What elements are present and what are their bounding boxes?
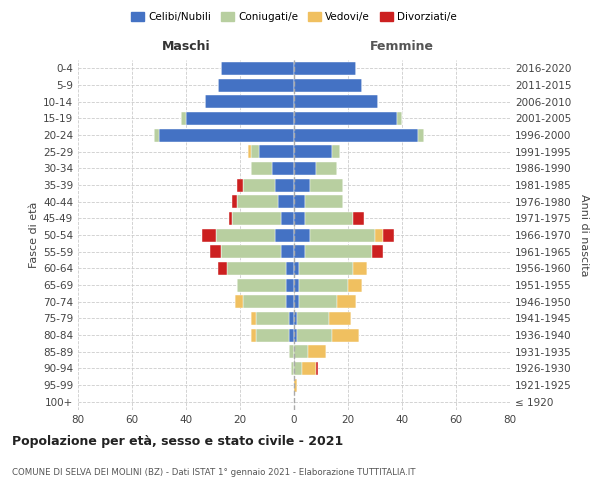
Bar [329,312,351,325]
Bar [296,328,332,342]
Bar [294,212,305,225]
Bar [294,328,296,342]
Bar [294,62,356,75]
Bar [248,145,251,158]
Bar [299,295,337,308]
Bar [294,362,302,375]
Bar [251,328,256,342]
Bar [238,195,278,208]
Bar [278,195,294,208]
Bar [272,162,294,175]
Text: Femmine: Femmine [370,40,434,52]
Bar [238,178,242,192]
Bar [383,228,394,241]
Bar [289,312,294,325]
Bar [372,245,383,258]
Bar [305,245,372,258]
Bar [294,78,361,92]
Bar [294,378,296,392]
Bar [251,162,272,175]
Bar [210,245,221,258]
Bar [159,128,294,141]
Bar [216,228,275,241]
Bar [375,228,383,241]
Bar [229,212,232,225]
Bar [302,362,316,375]
Bar [221,62,294,75]
Bar [237,278,286,291]
Bar [308,345,326,358]
Bar [281,245,294,258]
Bar [232,195,238,208]
Bar [294,278,299,291]
Bar [154,128,159,141]
Bar [316,362,319,375]
Bar [294,245,305,258]
Bar [294,178,310,192]
Bar [294,162,316,175]
Bar [186,112,294,125]
Text: Popolazione per età, sesso e stato civile - 2021: Popolazione per età, sesso e stato civil… [12,435,343,448]
Bar [299,262,353,275]
Bar [218,262,227,275]
Text: COMUNE DI SELVA DEI MOLINI (BZ) - Dati ISTAT 1° gennaio 2021 - Elaborazione TUTT: COMUNE DI SELVA DEI MOLINI (BZ) - Dati I… [12,468,415,477]
Bar [251,312,256,325]
Bar [292,362,294,375]
Bar [294,228,310,241]
Bar [397,112,402,125]
Bar [289,328,294,342]
Bar [353,212,364,225]
Bar [337,295,356,308]
Bar [294,345,308,358]
Bar [286,278,294,291]
Bar [221,245,281,258]
Bar [310,178,343,192]
Bar [294,95,378,108]
Legend: Celibi/Nubili, Coniugati/e, Vedovi/e, Divorziati/e: Celibi/Nubili, Coniugati/e, Vedovi/e, Di… [127,8,461,26]
Text: Maschi: Maschi [161,40,211,52]
Bar [296,312,329,325]
Bar [316,162,337,175]
Bar [310,228,375,241]
Bar [275,178,294,192]
Bar [332,145,340,158]
Bar [305,212,353,225]
Bar [235,295,242,308]
Bar [294,128,418,141]
Bar [202,228,216,241]
Bar [227,262,286,275]
Bar [294,295,299,308]
Bar [294,312,296,325]
Bar [205,95,294,108]
Bar [243,178,275,192]
Bar [259,145,294,158]
Bar [294,195,305,208]
Bar [294,262,299,275]
Bar [332,328,359,342]
Y-axis label: Anni di nascita: Anni di nascita [578,194,589,276]
Bar [286,262,294,275]
Bar [305,195,343,208]
Bar [348,278,361,291]
Bar [218,78,294,92]
Bar [256,328,289,342]
Bar [281,212,294,225]
Bar [251,145,259,158]
Bar [286,295,294,308]
Bar [256,312,289,325]
Bar [181,112,186,125]
Bar [232,212,281,225]
Bar [289,345,294,358]
Bar [242,295,286,308]
Bar [294,112,397,125]
Bar [275,228,294,241]
Bar [299,278,348,291]
Y-axis label: Fasce di età: Fasce di età [29,202,39,268]
Bar [294,145,332,158]
Bar [353,262,367,275]
Bar [418,128,424,141]
